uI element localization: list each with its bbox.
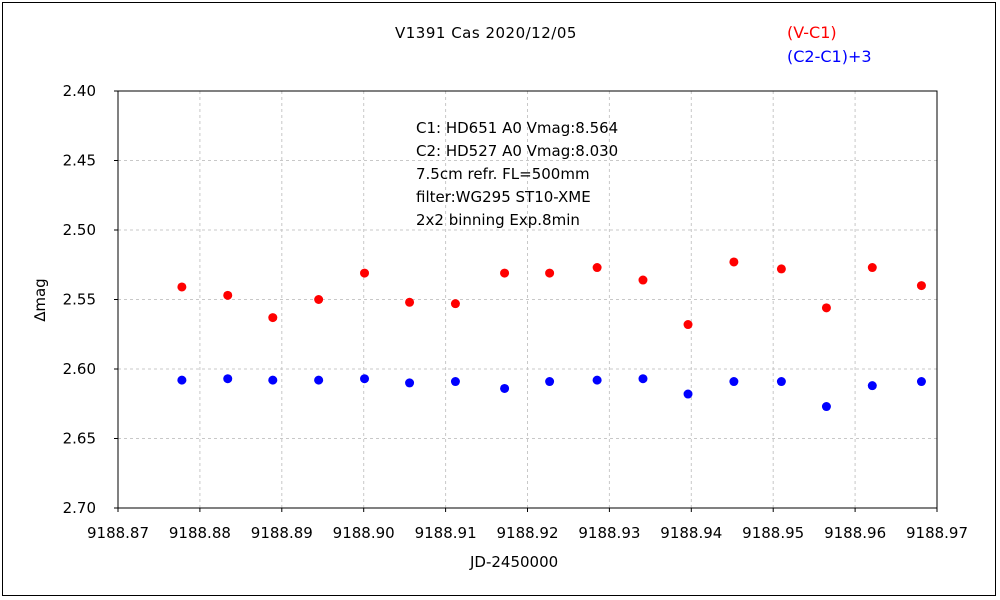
annotation-filter: filter:WG295 ST10-XME bbox=[416, 188, 591, 206]
data-point bbox=[638, 275, 648, 285]
data-point bbox=[592, 375, 602, 385]
annotation-c2: C2: HD527 A0 Vmag:8.030 bbox=[416, 142, 619, 160]
x-tick-label: 9188.97 bbox=[906, 524, 968, 542]
data-point bbox=[545, 377, 555, 387]
x-tick-label: 9188.88 bbox=[169, 524, 231, 542]
y-tick-label: 2.45 bbox=[63, 152, 96, 170]
x-tick-label: 9188.96 bbox=[824, 524, 886, 542]
tick-labels: 9188.87 9188.88 9188.89 9188.90 9188.91 9188.… bbox=[63, 82, 968, 542]
y-tick-label: 2.50 bbox=[63, 221, 96, 239]
series-v-c1 bbox=[177, 257, 926, 330]
x-tick-label: 9188.89 bbox=[251, 524, 313, 542]
y-tick-label: 2.60 bbox=[63, 360, 96, 378]
x-tick-label: 9188.95 bbox=[742, 524, 804, 542]
annotation-c1: C1: HD651 A0 Vmag:8.564 bbox=[416, 119, 619, 137]
data-points bbox=[177, 257, 926, 412]
data-point bbox=[314, 375, 324, 385]
y-tick-label: 2.40 bbox=[63, 82, 96, 100]
data-point bbox=[867, 381, 877, 391]
x-tick-label: 9188.94 bbox=[660, 524, 722, 542]
data-point bbox=[405, 378, 415, 388]
data-point bbox=[776, 264, 786, 274]
data-point bbox=[916, 281, 926, 291]
annotation-telescope: 7.5cm refr. FL=500mm bbox=[416, 165, 590, 183]
legend-entry-v-c1: (V-C1) bbox=[787, 23, 837, 42]
grid-lines bbox=[118, 91, 937, 508]
data-point bbox=[776, 377, 786, 387]
data-point bbox=[500, 268, 510, 278]
y-tick-label: 2.70 bbox=[63, 499, 96, 517]
data-point bbox=[821, 402, 831, 412]
x-tick-label: 9188.93 bbox=[578, 524, 640, 542]
y-tick-label: 2.65 bbox=[63, 430, 96, 448]
data-point bbox=[177, 282, 187, 292]
data-point bbox=[405, 297, 415, 307]
data-point bbox=[223, 290, 233, 300]
data-point bbox=[683, 320, 693, 330]
data-point bbox=[314, 295, 324, 304]
data-point bbox=[729, 377, 739, 387]
data-point bbox=[268, 313, 278, 323]
y-tick-label: 2.55 bbox=[63, 291, 96, 309]
x-tick-label: 9188.90 bbox=[333, 524, 395, 542]
data-point bbox=[638, 374, 648, 384]
legend-entry-c2-c1: (C2-C1)+3 bbox=[787, 47, 872, 66]
x-tick-label: 9188.92 bbox=[496, 524, 558, 542]
data-point bbox=[592, 263, 602, 273]
y-axis-label: ∆mag bbox=[31, 278, 49, 322]
data-point bbox=[500, 383, 510, 393]
data-point bbox=[360, 268, 370, 278]
data-point bbox=[545, 268, 555, 278]
data-point bbox=[223, 374, 233, 384]
annotation-binning: 2x2 binning Exp.8min bbox=[416, 211, 580, 229]
data-point bbox=[683, 389, 693, 399]
data-point bbox=[360, 374, 370, 384]
series-c2-c1 bbox=[177, 374, 926, 412]
data-point bbox=[450, 299, 460, 309]
data-point bbox=[867, 263, 877, 273]
data-point bbox=[268, 375, 278, 385]
x-tick-label: 9188.87 bbox=[87, 524, 149, 542]
data-point bbox=[729, 257, 739, 267]
data-point bbox=[450, 377, 460, 387]
data-point bbox=[916, 377, 926, 387]
data-point bbox=[177, 375, 187, 385]
x-tick-label: 9188.91 bbox=[415, 524, 477, 542]
chart-title: V1391 Cas 2020/12/05 bbox=[395, 24, 577, 42]
data-point bbox=[821, 303, 831, 313]
x-axis-label: JD-2450000 bbox=[470, 553, 559, 571]
